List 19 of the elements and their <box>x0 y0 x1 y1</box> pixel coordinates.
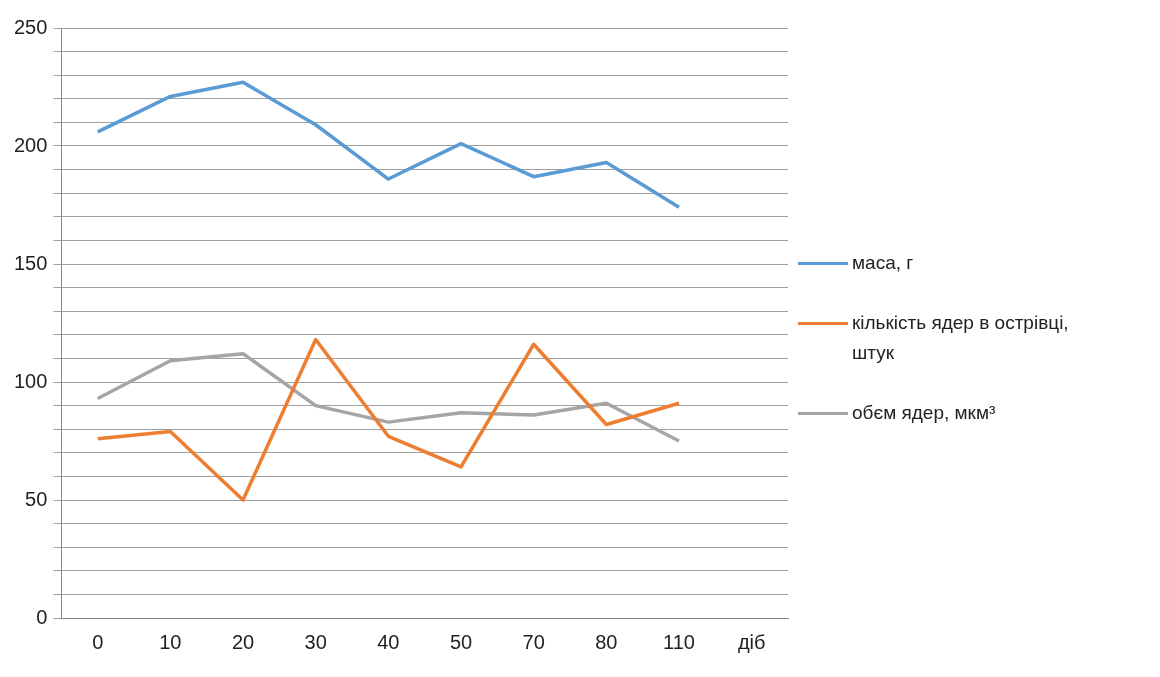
x-tick-label: 80 <box>595 630 618 653</box>
y-tick-label: 100 <box>13 369 48 392</box>
x-tick-label: 20 <box>231 630 255 653</box>
x-tick-label: 50 <box>449 630 473 653</box>
legend-label: кількість ядер в острівці, штук <box>852 311 1070 365</box>
y-tick-label: 250 <box>13 15 48 38</box>
y-tick-label: 0 <box>36 605 48 628</box>
legend-label: маса, г <box>852 251 914 275</box>
y-tick-label: 150 <box>13 251 48 274</box>
y-tick-label: 200 <box>13 133 48 156</box>
x-tick-label: 40 <box>377 630 400 653</box>
x-tick-label: 110 <box>663 630 695 653</box>
x-tick-label: 30 <box>304 630 327 653</box>
x-tick-label: 70 <box>522 630 545 653</box>
x-tick-label: 10 <box>159 630 182 653</box>
x-tick-label: 0 <box>92 630 104 653</box>
y-tick-label: 50 <box>25 487 48 510</box>
legend-label: обєм ядер, мкм³ <box>852 401 996 425</box>
x-tick-label: діб <box>737 630 766 653</box>
